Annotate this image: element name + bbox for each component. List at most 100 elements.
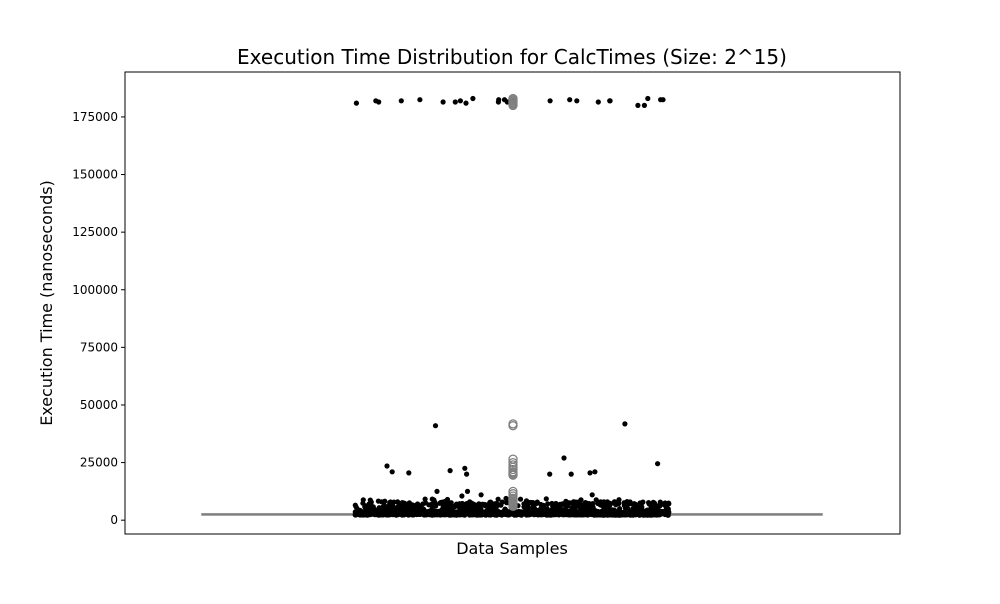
strip-point [645,95,651,102]
strip-point [622,511,628,518]
strip-point [549,500,555,507]
strip-point [544,509,550,515]
strip-point [666,500,672,506]
strip-point [359,511,365,517]
strip-point [616,497,622,503]
box-outlier [508,93,518,104]
strip-point [503,495,509,502]
outliers-layer [508,93,518,511]
strip-point [432,423,439,429]
strip-point [608,501,614,507]
strip-point [368,499,374,505]
strip-point [634,511,640,517]
box-outlier [508,419,518,429]
strip-point [501,97,508,103]
strip-point [417,97,423,103]
strip-point [547,98,553,104]
strip-point [592,469,598,475]
strip-point [574,98,580,104]
strip-point [352,502,358,508]
strip-point [543,496,549,502]
strip-point [462,465,468,471]
strip-point [561,455,567,461]
strip-point [622,421,628,427]
strip-points-layer [352,95,672,518]
strip-point [447,468,453,474]
strip-point [459,501,465,507]
strip-point [478,492,484,498]
y-tick-label: 50000 [80,398,118,412]
strip-point [398,98,404,104]
strip-point [391,511,397,517]
strip-point [547,471,553,477]
strip-point [641,102,648,108]
strip-point [527,499,533,506]
strip-point [575,510,581,516]
strip-point [457,98,463,104]
strip-point [657,502,664,508]
strip-point [498,502,504,508]
plot-frame [124,71,901,535]
y-tick-label: 175000 [72,110,118,124]
y-tick-label: 0 [110,513,118,527]
strip-point [440,99,446,105]
strip-point [386,512,392,518]
strip-point [584,509,590,515]
strip-point [493,503,499,509]
strip-point [464,488,471,494]
strip-point [486,505,492,511]
strip-point [422,496,428,502]
strip-point [631,501,637,507]
strip-point [553,502,559,508]
strip-point [422,500,429,506]
strip-point [399,504,406,510]
strip-point [588,509,595,515]
strip-point [414,511,420,518]
strip-point [523,504,530,510]
strip-point [533,500,539,507]
strip-point [434,488,440,494]
strip-point [607,98,613,104]
strip-point [590,504,596,510]
strip-point [589,492,595,498]
strip-point [464,471,470,477]
strip-point [646,510,652,516]
y-tick-label: 125000 [72,225,118,239]
strip-point [658,97,664,103]
strip-point [463,100,469,106]
strip-point [569,500,575,506]
strip-point [567,97,573,103]
strip-point [554,511,560,518]
strip-point [366,509,372,516]
strip-point [507,509,513,515]
strip-point [376,99,382,105]
box-outlier [508,501,518,511]
strip-point [656,511,662,518]
y-axis-label: Execution Time (nanoseconds) [37,180,56,426]
strip-point [587,470,593,476]
strip-point [495,496,501,502]
strip-point [518,509,525,515]
strip-point [421,508,427,514]
strip-point [545,501,551,507]
strip-point [384,463,390,469]
strip-point [629,511,635,518]
strip-point [469,510,475,516]
strip-point [582,503,588,509]
strip-point [661,502,668,508]
strip-point [374,509,380,515]
strip-point [661,509,667,515]
strip-point [602,511,609,517]
strip-point [512,511,518,517]
strip-point [429,496,435,502]
strip-point [444,499,451,505]
strip-point [451,503,457,509]
strip-point [561,501,567,507]
strip-point [381,500,387,506]
strip-point [562,511,568,517]
strip-point [540,502,547,508]
strip-point [517,496,524,502]
strip-point [387,499,394,505]
